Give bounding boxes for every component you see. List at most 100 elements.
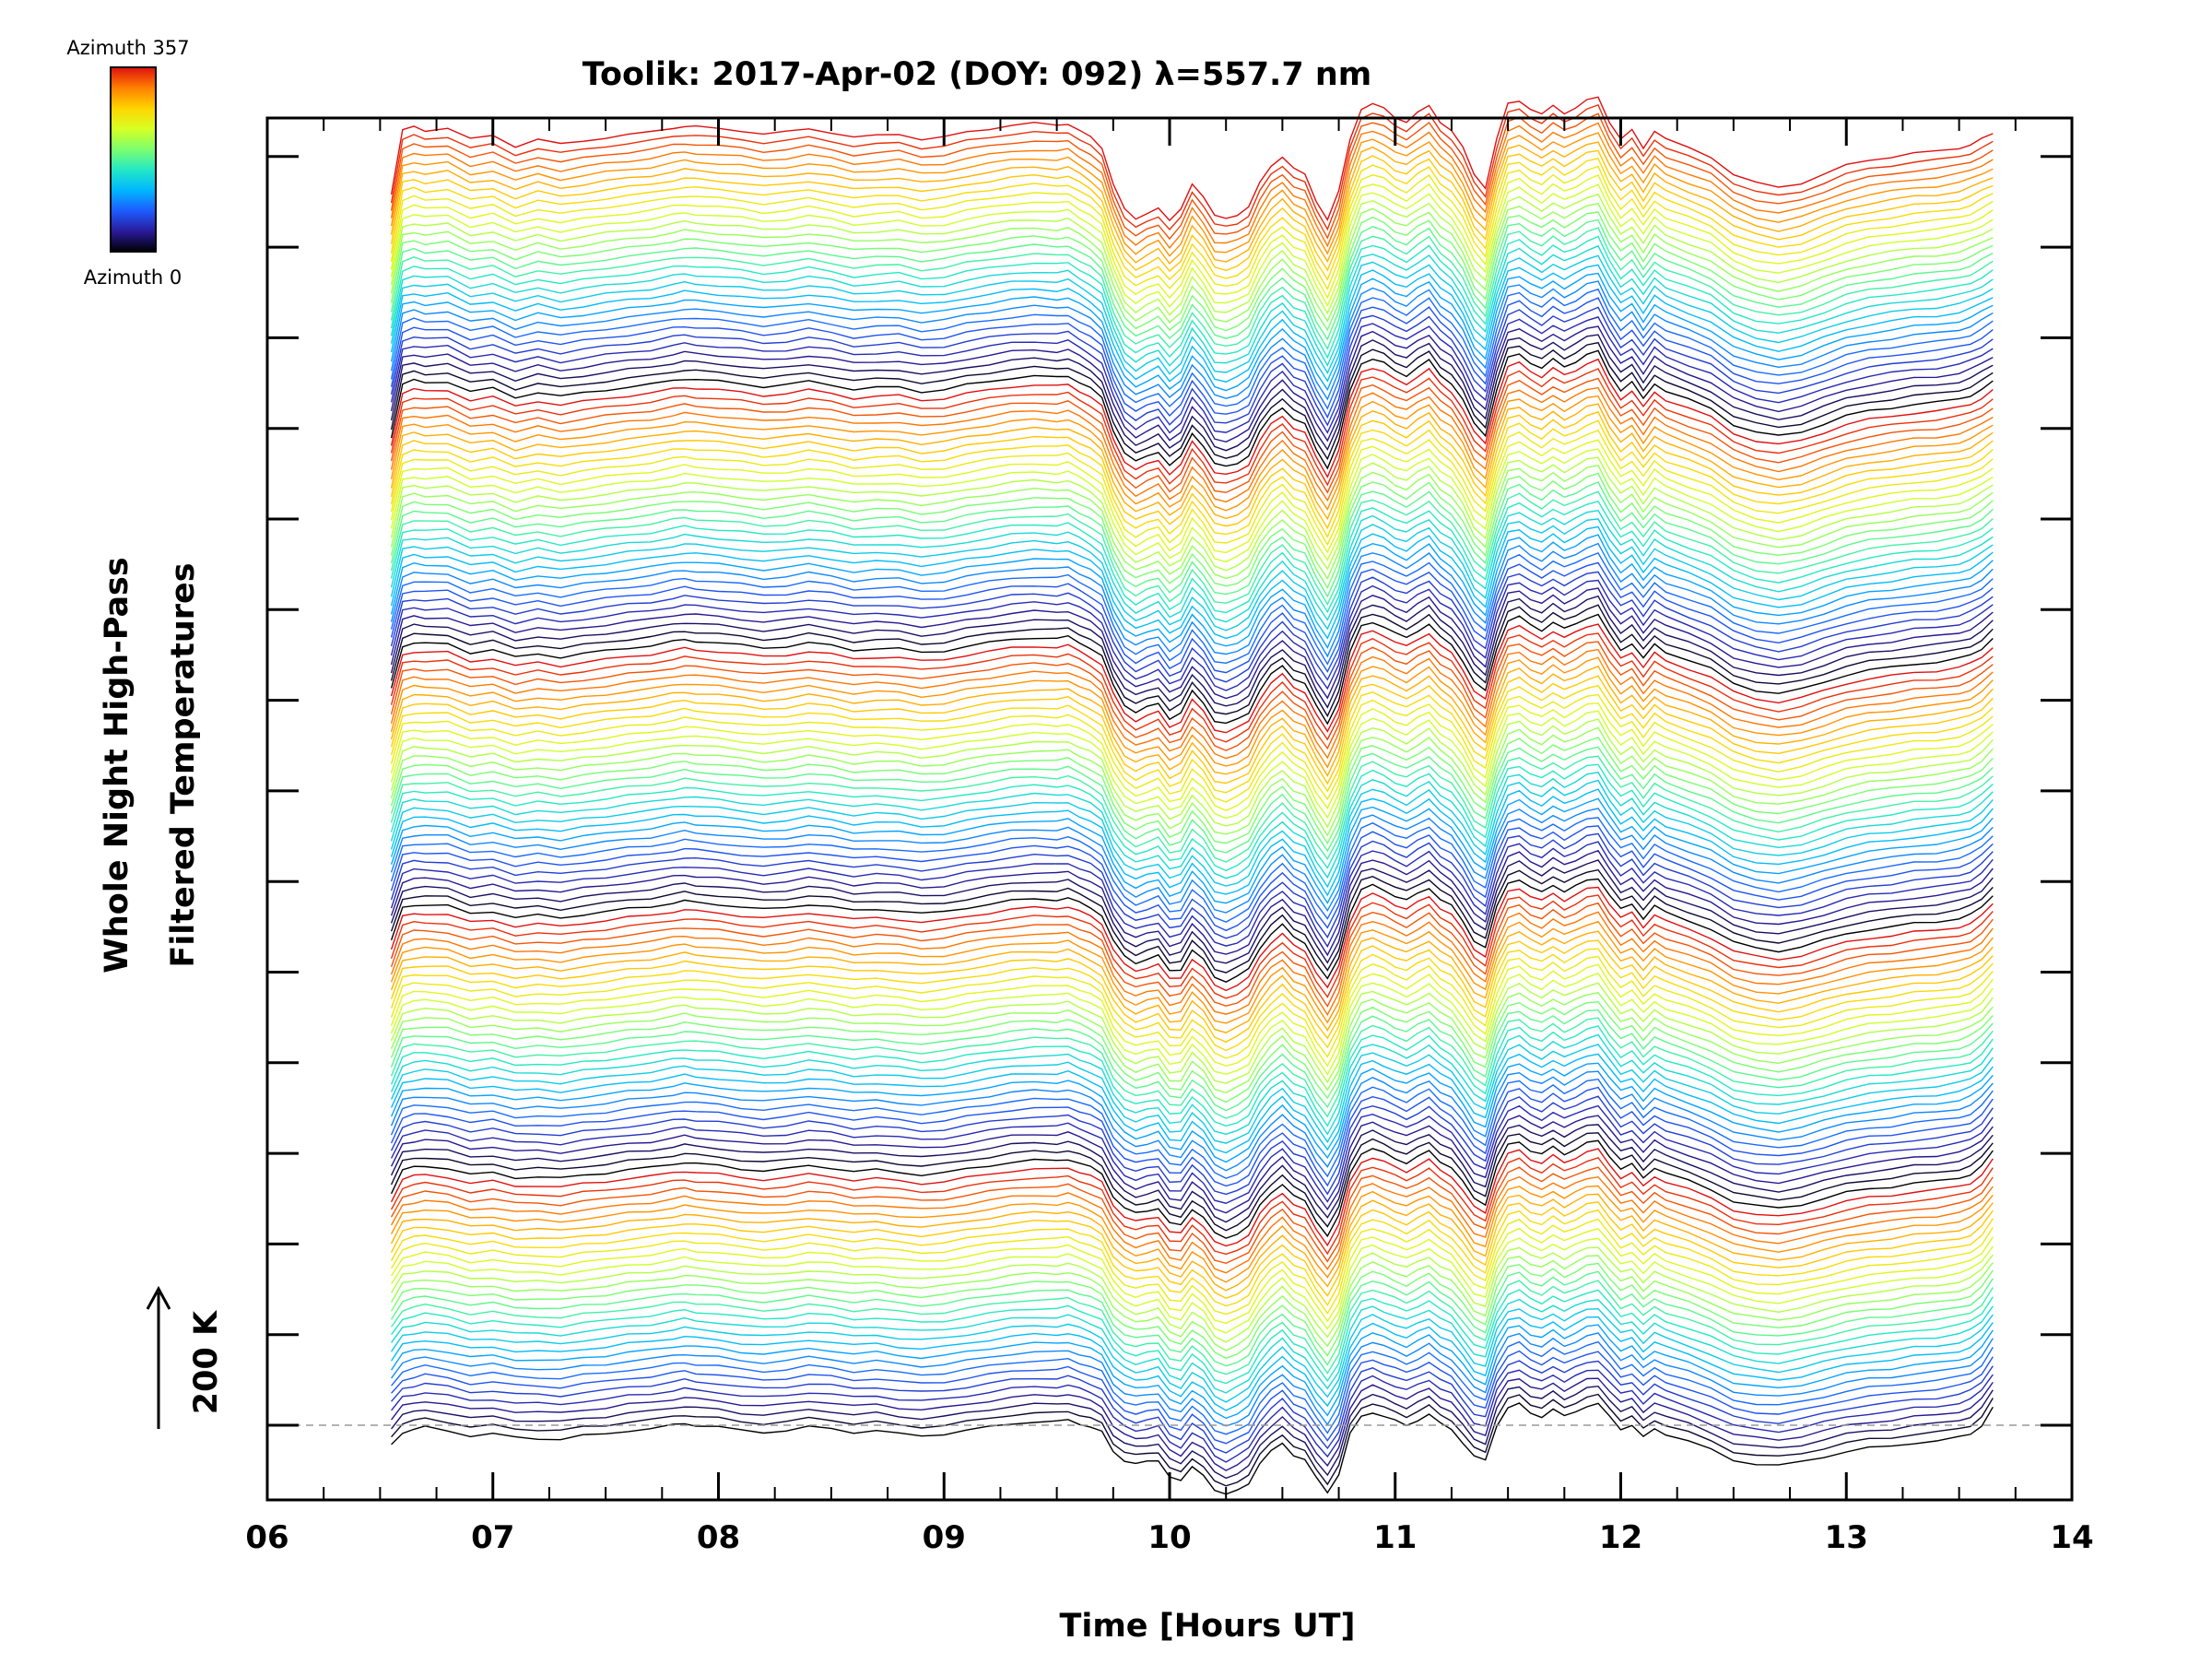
series-line-137 [390,203,1994,324]
series-line-102 [390,510,1994,623]
series-line-89 [390,623,1994,734]
y-axis [267,155,2072,1427]
series-line-94 [390,579,1994,691]
x-axis: 06 07 08 09 10 11 12 13 14 [245,118,2094,1556]
y-axis-label-line1: Whole Night High-Pass [99,557,135,973]
series-line-14 [391,1280,1994,1375]
series-line-110 [390,439,1994,554]
series-line-7 [391,1340,1994,1435]
series-line-49 [390,973,1994,1076]
series-line-147 [390,112,1994,241]
series-line-41 [390,1044,1994,1144]
series-line-25 [390,1185,1994,1283]
series-line-98 [390,542,1994,658]
series-line-36 [390,1086,1994,1187]
series-line-46 [390,1000,1994,1103]
series-line-70 [390,788,1994,897]
series-line-18 [390,1246,1994,1343]
series-line-78 [390,718,1994,829]
series-line-134 [390,227,1994,350]
series-line-69 [390,797,1994,904]
series-line-64 [390,841,1994,949]
series-layer [390,96,1994,1495]
x-tick-label-1: 07 [471,1519,514,1556]
series-line-141 [390,165,1994,291]
series-line-107 [390,465,1994,580]
x-tick-label-8: 14 [2050,1519,2093,1556]
series-line-17 [390,1255,1994,1351]
series-line-115 [390,395,1994,512]
series-line-97 [390,552,1994,666]
series-line-125 [390,306,1994,427]
series-line-47 [390,992,1994,1094]
series-line-9 [391,1324,1994,1420]
series-line-109 [390,448,1994,563]
colorbar: Azimuth 357 Azimuth 0 [66,37,189,289]
series-line-4 [391,1369,1994,1463]
series-line-35 [390,1095,1994,1196]
series-line-24 [390,1193,1994,1292]
series-line-56 [390,911,1994,1017]
series-line-127 [390,288,1994,410]
scale-bar-arrowhead [146,1285,171,1310]
y-axis-label-line2: Filtered Temperatures [165,562,202,967]
series-line-6 [391,1350,1994,1445]
series-line-61 [390,868,1994,974]
series-line-63 [390,849,1994,957]
series-line-120 [390,349,1994,470]
series-line-55 [390,920,1994,1024]
series-line-58 [390,894,1994,999]
series-line-37 [390,1078,1994,1179]
colorbar-bottom-label: Azimuth 0 [84,266,182,289]
series-line-5 [391,1360,1994,1454]
series-line-21 [391,1218,1994,1316]
series-line-117 [390,377,1994,494]
series-line-40 [390,1053,1994,1154]
series-line-59 [390,886,1994,992]
series-line-131 [390,254,1994,375]
series-line-62 [390,859,1994,964]
series-line-106 [390,472,1994,590]
series-line-57 [390,902,1994,1008]
series-line-34 [390,1104,1994,1204]
series-line-22 [390,1209,1994,1307]
series-line-81 [390,693,1994,803]
series-line-122 [390,334,1994,452]
series-line-135 [390,218,1994,341]
series-line-130 [390,264,1994,383]
series-line-148 [390,104,1994,231]
scale-bar-label: 200 K [188,1309,225,1414]
series-line-50 [390,963,1994,1068]
series-line-84 [390,665,1994,777]
series-line-123 [390,325,1994,443]
series-line-99 [390,534,1994,650]
series-line-12 [391,1298,1994,1394]
x-tick-label-5: 11 [1373,1519,1417,1556]
series-line-129 [390,272,1994,392]
series-line-146 [390,122,1994,250]
series-line-26 [390,1175,1994,1274]
series-line-128 [390,280,1994,401]
series-line-79 [390,710,1994,820]
series-line-114 [390,403,1994,521]
x-tick-label-7: 13 [1825,1519,1868,1556]
series-line-111 [390,429,1994,547]
series-line-38 [390,1070,1994,1172]
series-line-44 [390,1017,1994,1119]
series-line-10 [391,1316,1994,1411]
series-line-13 [391,1289,1994,1385]
series-line-67 [390,817,1994,923]
series-line-51 [390,955,1994,1059]
series-line-52 [390,948,1994,1052]
series-line-27 [390,1166,1994,1265]
series-line-33 [390,1115,1994,1214]
series-line-116 [390,386,1994,503]
series-line-93 [390,587,1994,700]
series-line-82 [390,684,1994,794]
scale-bar: 200 K [146,1285,225,1429]
series-line-86 [390,648,1994,760]
series-line-83 [390,675,1994,785]
series-line-140 [390,173,1994,300]
x-tick-label-0: 06 [245,1519,288,1556]
